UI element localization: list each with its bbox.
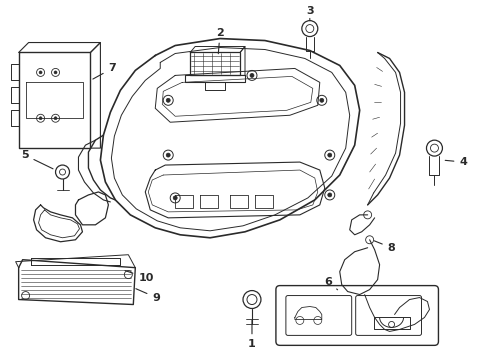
Circle shape xyxy=(173,196,177,200)
Circle shape xyxy=(54,71,57,74)
Text: 8: 8 xyxy=(374,241,395,253)
Text: 6: 6 xyxy=(324,276,338,290)
Circle shape xyxy=(250,73,254,77)
Circle shape xyxy=(328,193,332,197)
Circle shape xyxy=(320,98,324,102)
Text: 4: 4 xyxy=(445,157,467,167)
Text: 5: 5 xyxy=(21,150,53,169)
Circle shape xyxy=(54,117,57,120)
Text: 9: 9 xyxy=(136,289,160,302)
Circle shape xyxy=(39,71,42,74)
Circle shape xyxy=(39,117,42,120)
Text: 1: 1 xyxy=(248,320,256,349)
Text: 3: 3 xyxy=(306,6,314,21)
Text: 2: 2 xyxy=(216,28,224,54)
Circle shape xyxy=(166,98,170,102)
Circle shape xyxy=(166,153,170,157)
Circle shape xyxy=(328,153,332,157)
Text: 10: 10 xyxy=(125,271,154,283)
Text: 7: 7 xyxy=(93,63,116,79)
